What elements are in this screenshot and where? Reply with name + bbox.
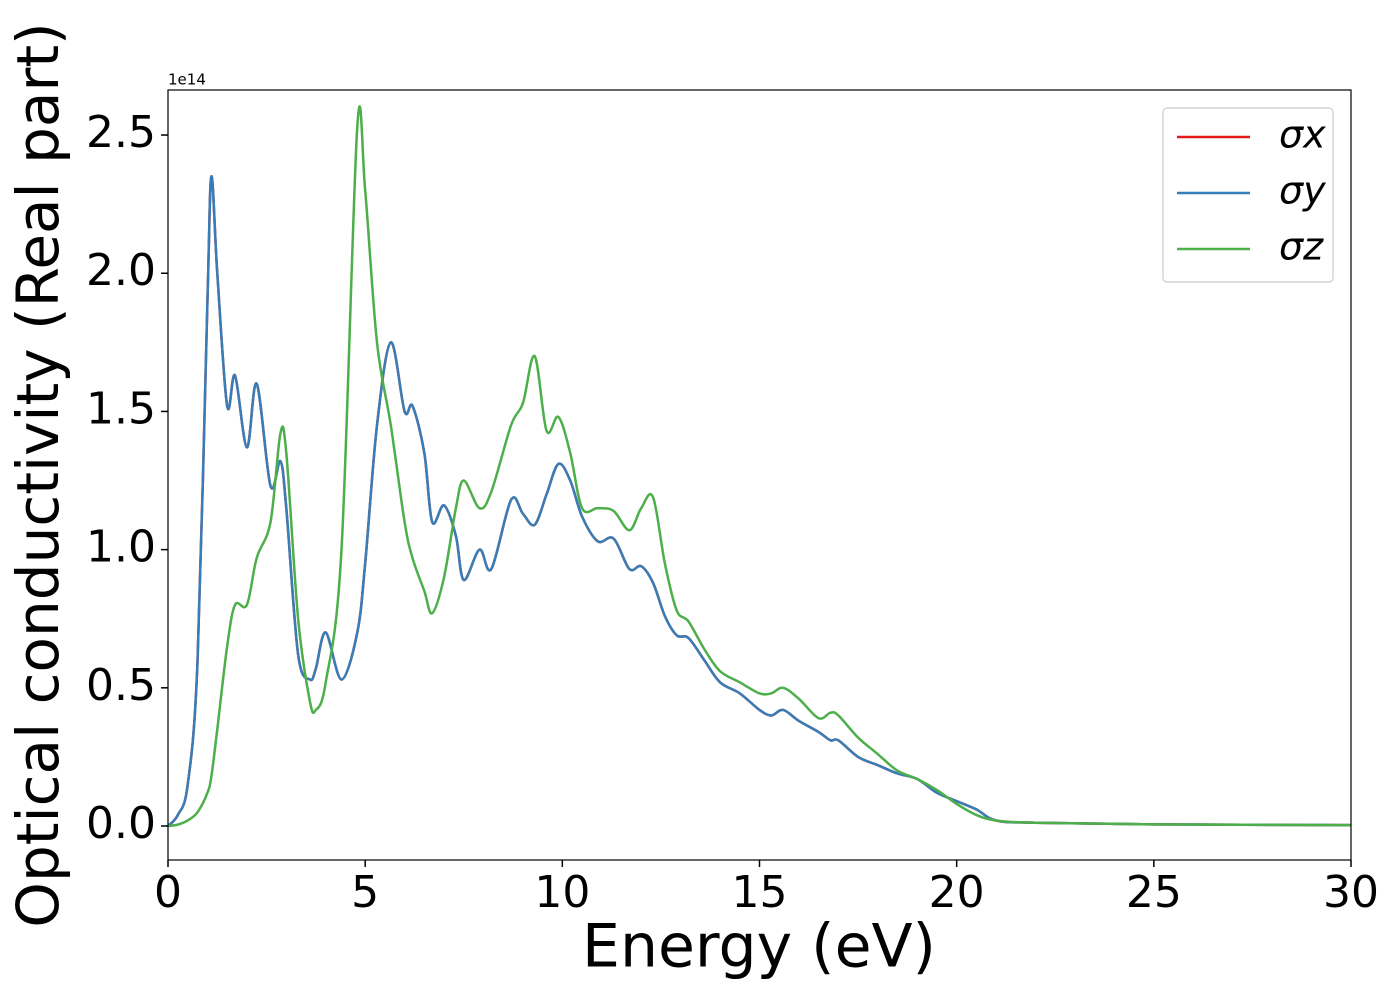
- y-offset-label: 1e14: [168, 71, 206, 89]
- y-tick-label: 0.5: [86, 660, 156, 711]
- legend-box: [1162, 107, 1334, 283]
- x-tick-label: 15: [732, 867, 788, 918]
- series-line: [168, 105, 1351, 828]
- y-tick-label: 1.0: [86, 522, 156, 573]
- x-tick-label: 5: [351, 867, 379, 918]
- legend-label: σy: [1279, 169, 1326, 213]
- legend-label: σx: [1279, 113, 1326, 157]
- x-tick-label: 20: [929, 867, 985, 918]
- plot-frame: [167, 89, 1352, 861]
- y-tick-label: 2.5: [86, 107, 156, 158]
- y-axis-label: Optical conductivity (Real part): [4, 22, 72, 927]
- y-tick-label: 0.0: [86, 798, 156, 849]
- x-axis-label: Energy (eV): [582, 912, 936, 982]
- y-tick-label: 2.0: [86, 245, 156, 296]
- x-tick-label: 25: [1126, 867, 1182, 918]
- x-tick-label: 10: [534, 867, 590, 918]
- x-tick-label: 0: [154, 867, 182, 918]
- legend-label: σz: [1279, 225, 1324, 269]
- series-line: [168, 175, 1351, 827]
- y-tick-label: 1.5: [86, 383, 156, 434]
- x-tick-label: 30: [1323, 867, 1379, 918]
